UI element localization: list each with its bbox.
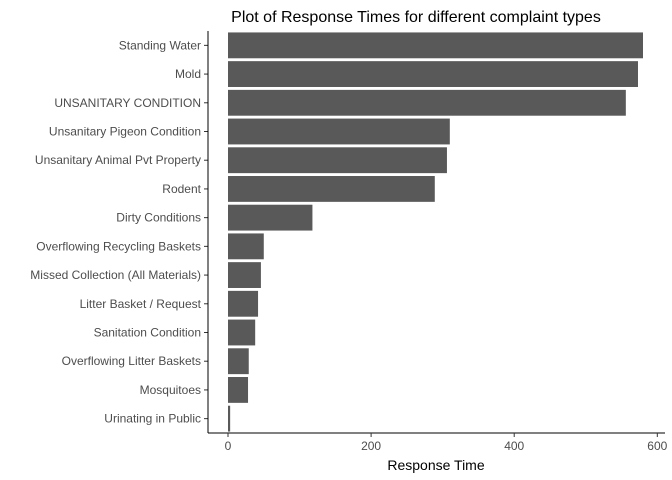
y-tick-label: Litter Basket / Request	[80, 297, 202, 311]
y-tick-label: Mosquitoes	[140, 383, 201, 397]
x-axis: 0 200 400 600	[208, 432, 668, 453]
y-tick-label: Standing Water	[119, 38, 201, 52]
bar-overflowing-litter-baskets	[228, 348, 249, 375]
y-tick-label: Sanitation Condition	[94, 326, 201, 340]
x-tick-label: 400	[504, 439, 524, 453]
bar-rodent	[228, 176, 435, 202]
bar-sanitation-condition	[228, 319, 256, 346]
y-tick-label: Overflowing Recycling Baskets	[36, 239, 201, 253]
bars-group	[228, 32, 643, 432]
y-tick-label: Overflowing Litter Baskets	[62, 354, 201, 368]
x-tick-label: 600	[647, 439, 667, 453]
x-tick-label: 0	[225, 439, 232, 453]
y-tick-label: Unsanitary Animal Pvt Property	[35, 153, 201, 167]
x-axis-title: Response Time	[387, 457, 484, 473]
bar-dirty-conditions	[228, 204, 313, 231]
y-tick-label: Mold	[175, 67, 201, 81]
x-tick-label: 200	[361, 439, 381, 453]
y-tick-label: Missed Collection (All Materials)	[30, 268, 201, 282]
bar-unsanitary-animal-pvt-property	[228, 147, 447, 174]
bar-missed-collection-all-materials	[228, 262, 261, 288]
y-tick-label: Urinating in Public	[104, 412, 201, 426]
y-tick-label: UNSANITARY CONDITION	[54, 96, 201, 110]
bar-litter-basket-request	[228, 290, 259, 317]
bar-standing-water	[228, 32, 643, 59]
y-tick-label: Unsanitary Pigeon Condition	[49, 125, 201, 139]
bar-mosquitoes	[228, 377, 249, 403]
bar-unsanitary-pigeon-condition	[228, 118, 450, 145]
bar-overflowing-recycling-baskets	[228, 233, 264, 260]
bar-urinating-in-public	[228, 405, 231, 432]
y-tick-label: Rodent	[162, 182, 201, 196]
bar-mold	[228, 61, 638, 87]
bar-unsanitary-condition	[228, 89, 626, 116]
chart-title: Plot of Response Times for different com…	[231, 9, 601, 26]
y-tick-label: Dirty Conditions	[116, 211, 201, 225]
y-axis: Standing Water Mold UNSANITARY CONDITION Un…	[30, 31, 209, 433]
